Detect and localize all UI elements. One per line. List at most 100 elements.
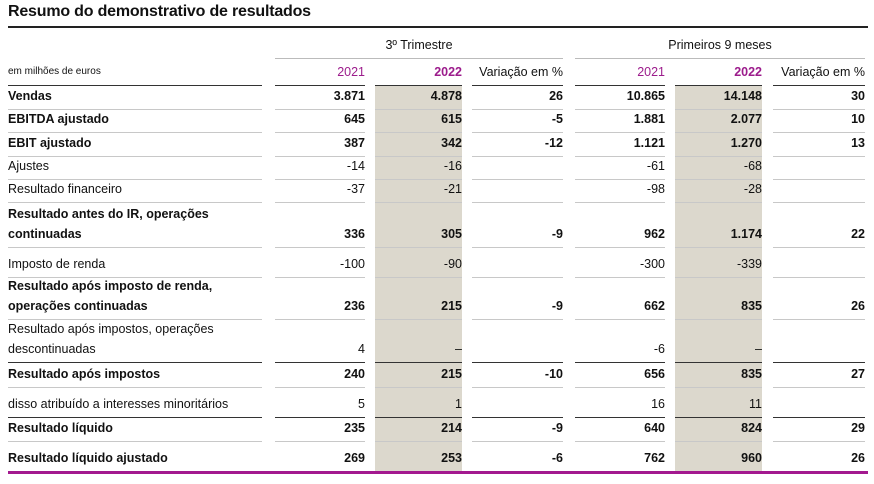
- value-cell: -9: [551, 227, 563, 241]
- value-cell: 645: [344, 112, 365, 126]
- row-rule: [375, 416, 462, 418]
- value-cell: -14: [346, 159, 365, 173]
- row-rule: [575, 109, 665, 110]
- table-row: EBITDA ajustado 645 615 -5 1.881 2.077 10: [0, 110, 874, 133]
- table-bottom-rule: [8, 471, 868, 474]
- value-cell: -37: [346, 182, 365, 196]
- row-label: Resultado líquido: [8, 421, 113, 435]
- value-cell: 235: [344, 421, 365, 435]
- row-rule: [472, 202, 563, 203]
- table-row: Ajustes -14 -16 -61 -68: [0, 157, 874, 180]
- row-rule: [275, 84, 365, 86]
- row-rule: [8, 416, 262, 418]
- value-cell: –: [755, 342, 762, 356]
- row-rule: [675, 416, 762, 418]
- value-cell: 26: [549, 89, 563, 103]
- value-cell: 1.270: [730, 136, 762, 150]
- value-cell: -90: [443, 257, 462, 271]
- value-cell: -28: [743, 182, 762, 196]
- table-row: Resultado financeiro -37 -21 -98 -28: [0, 180, 874, 203]
- row-rule: [8, 319, 262, 320]
- value-cell: -6: [551, 451, 563, 465]
- row-rule: [8, 247, 262, 248]
- value-cell: 236: [344, 299, 365, 313]
- row-rule: [675, 84, 762, 86]
- value-cell: 662: [644, 299, 665, 313]
- value-cell: 4: [358, 342, 365, 356]
- row-rule: [375, 84, 462, 86]
- value-cell: 835: [741, 299, 762, 313]
- row-rule: [375, 202, 462, 203]
- value-cell: 30: [851, 89, 865, 103]
- row-rule: [773, 387, 865, 388]
- row-rule: [675, 179, 762, 180]
- row-rule: [773, 202, 865, 203]
- row-label: disso atribuído a interesses minoritário…: [8, 397, 229, 411]
- table-header-row: em milhões de euros 2021 2022 Variação em %…: [0, 59, 874, 86]
- value-cell: 11: [749, 397, 762, 411]
- row-rule: [575, 319, 665, 320]
- row-rule: [275, 319, 365, 320]
- row-label: em milhões de euros: [8, 66, 101, 77]
- row-rule: [675, 247, 762, 248]
- column-header: Variação em %: [781, 65, 865, 79]
- row-rule: [575, 441, 665, 442]
- row-label: Resultado após impostos, operações desco…: [8, 322, 214, 356]
- row-rule: [8, 361, 262, 363]
- table-row: disso atribuído a interesses minoritário…: [0, 388, 874, 418]
- row-rule: [575, 179, 665, 180]
- value-cell: 269: [344, 451, 365, 465]
- row-rule: [575, 132, 665, 133]
- table-row: Resultado líquido ajustado 269 253 -6 762 960…: [0, 442, 874, 472]
- row-rule: [8, 179, 262, 180]
- page-title: Resumo do demonstrativo de resultados: [8, 3, 311, 20]
- row-rule: [575, 202, 665, 203]
- row-rule: [773, 179, 865, 180]
- value-cell: 656: [644, 367, 665, 381]
- value-cell: 615: [441, 112, 462, 126]
- value-cell: 2.077: [730, 112, 762, 126]
- table-row: Resultado líquido 235 214 -9 640 824 29: [0, 418, 874, 442]
- value-cell: 387: [344, 136, 365, 150]
- row-rule: [375, 247, 462, 248]
- row-label: Resultado antes do IR, operações continu…: [8, 207, 209, 241]
- value-cell: 253: [441, 451, 462, 465]
- value-cell: 240: [344, 367, 365, 381]
- row-rule: [8, 132, 262, 133]
- row-rule: [375, 387, 462, 388]
- row-rule: [773, 132, 865, 133]
- row-rule: [472, 441, 563, 442]
- value-cell: –: [455, 342, 462, 356]
- row-rule: [472, 132, 563, 133]
- table-row: Resultado após impostos 240 215 -10 656 835 27: [0, 363, 874, 388]
- row-rule: [675, 202, 762, 203]
- row-rule: [675, 132, 762, 133]
- row-rule: [575, 387, 665, 388]
- row-rule: [675, 387, 762, 388]
- value-cell: 305: [441, 227, 462, 241]
- row-rule: [472, 109, 563, 110]
- row-label: EBITDA ajustado: [8, 112, 109, 126]
- row-rule: [375, 179, 462, 180]
- row-rule: [375, 109, 462, 110]
- row-label: Vendas: [8, 89, 52, 103]
- value-cell: 336: [344, 227, 365, 241]
- row-rule: [472, 387, 563, 388]
- value-cell: -68: [743, 159, 762, 173]
- value-cell: -100: [339, 257, 365, 271]
- row-rule: [8, 109, 262, 110]
- row-rule: [773, 84, 865, 86]
- table-row: EBIT ajustado 387 342 -12 1.121 1.270 13: [0, 133, 874, 157]
- value-cell: -9: [551, 299, 563, 313]
- row-rule: [472, 277, 563, 278]
- row-rule: [575, 156, 665, 157]
- row-rule: [8, 202, 262, 203]
- row-rule: [275, 247, 365, 248]
- row-label: Resultado após imposto de renda, operaçõ…: [8, 279, 213, 313]
- table-row: Resultado após impostos, operações desco…: [0, 320, 874, 363]
- row-rule: [275, 387, 365, 388]
- row-rule: [375, 277, 462, 278]
- row-rule: [375, 132, 462, 133]
- row-rule: [472, 156, 563, 157]
- group-rule: [275, 58, 563, 59]
